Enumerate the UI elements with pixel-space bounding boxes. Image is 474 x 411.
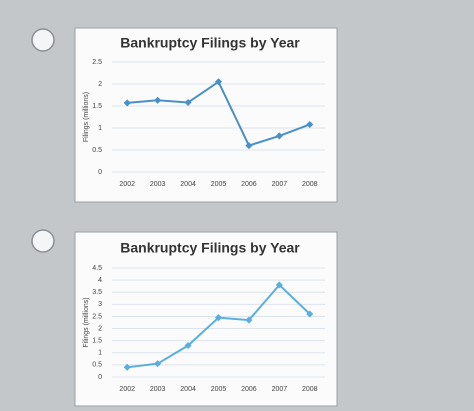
x-tick-label: 2004 <box>180 181 196 188</box>
y-tick-label: 3 <box>98 301 102 308</box>
x-tick-label: 2007 <box>272 386 288 393</box>
data-point <box>123 99 131 107</box>
x-tick-label: 2007 <box>272 181 288 188</box>
y-tick-label: 3.5 <box>92 289 102 296</box>
data-point <box>275 281 283 289</box>
radio-option-2[interactable] <box>31 229 55 253</box>
data-point <box>123 363 131 371</box>
x-tick-label: 2005 <box>211 386 227 393</box>
data-point <box>214 78 223 86</box>
y-tick-label: 4.5 <box>92 265 102 272</box>
x-tick-label: 2006 <box>241 386 257 393</box>
x-tick-label: 2008 <box>302 181 318 188</box>
data-point <box>154 96 162 104</box>
data-point <box>306 120 314 129</box>
chart-frame <box>74 27 338 203</box>
y-tick-label: 0.5 <box>92 147 102 154</box>
x-tick-label: 2005 <box>211 181 227 188</box>
y-tick-label: 0 <box>98 169 102 176</box>
x-tick-label: 2003 <box>150 386 166 393</box>
data-point <box>214 314 223 322</box>
y-tick-label: 2.5 <box>92 313 102 320</box>
y-tick-label: 1.5 <box>92 103 102 110</box>
x-tick-label: 2004 <box>180 386 196 393</box>
chart-title: Bankruptcy Filings by Year <box>120 35 300 51</box>
chart-frame <box>74 231 338 407</box>
data-point <box>154 360 162 368</box>
y-tick-label: 4 <box>98 277 102 284</box>
y-tick-label: 2 <box>98 81 102 88</box>
y-tick-label: 2.5 <box>92 59 102 66</box>
x-tick-label: 2002 <box>119 181 135 188</box>
y-axis-label: Filings (millions) <box>83 92 90 142</box>
data-point <box>275 132 283 140</box>
y-tick-label: 1.5 <box>92 338 102 345</box>
y-tick-label: 2 <box>98 325 102 332</box>
data-point <box>184 341 192 350</box>
y-tick-label: 0 <box>98 374 102 381</box>
radio-option-1[interactable] <box>31 28 55 52</box>
data-point <box>245 316 253 324</box>
y-tick-label: 1 <box>98 350 102 357</box>
data-point <box>184 98 192 107</box>
y-tick-label: 1 <box>98 125 102 132</box>
chart-title: Bankruptcy Filings by Year <box>120 240 300 256</box>
data-point <box>306 310 314 318</box>
data-point <box>245 142 253 150</box>
y-tick-label: 0.5 <box>92 362 102 369</box>
x-tick-label: 2006 <box>241 181 257 188</box>
x-tick-label: 2008 <box>302 386 318 393</box>
x-tick-label: 2002 <box>119 386 135 393</box>
x-tick-label: 2003 <box>150 181 166 188</box>
y-axis-label: Filings (millions) <box>83 297 90 347</box>
